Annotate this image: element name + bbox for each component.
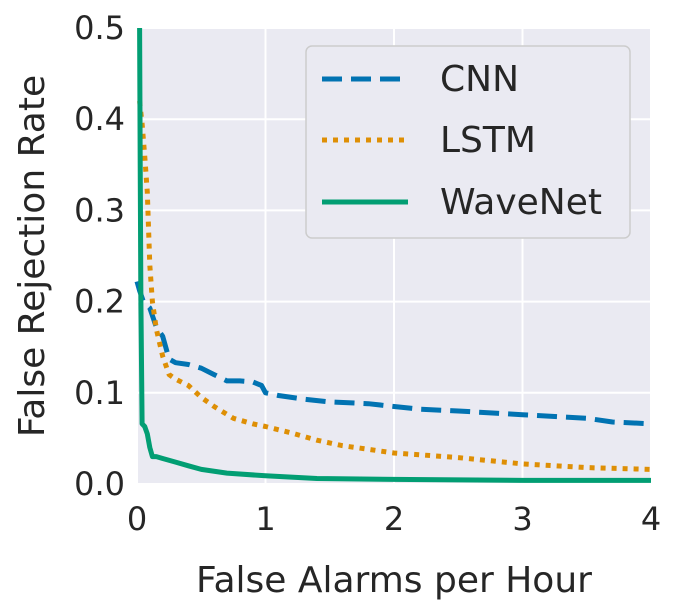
x-tick-label: 4: [641, 500, 661, 538]
legend-label-wavenet: WaveNet: [440, 182, 602, 223]
legend: CNN LSTM WaveNet: [305, 45, 631, 239]
y-tick-labels: 0.0 0.1 0.2 0.3 0.4 0.5: [74, 9, 125, 503]
x-tick-label: 0: [127, 500, 147, 538]
y-tick-label: 0.3: [74, 191, 125, 229]
y-axis-label: False Rejection Rate: [12, 75, 53, 437]
series-line-lstm: [137, 100, 652, 472]
y-tick-label: 0.5: [74, 9, 125, 47]
series-lines: [134, 27, 652, 483]
x-axis-label: False Alarms per Hour: [196, 560, 592, 601]
legend-box: [305, 45, 631, 239]
x-tick-label: 1: [255, 500, 275, 538]
y-tick-label: 0.4: [74, 100, 125, 138]
legend-label-lstm: LSTM: [440, 120, 536, 161]
y-tick-label: 0.1: [74, 374, 125, 412]
y-tick-label: 0.2: [74, 283, 125, 321]
y-tick-label: 0.0: [74, 465, 125, 503]
x-tick-label: 2: [384, 500, 404, 538]
x-tick-label: 3: [512, 500, 532, 538]
legend-label-cnn: CNN: [440, 59, 519, 100]
x-tick-labels: 0 1 2 3 4: [127, 500, 661, 538]
series-line-wavenet: [137, 27, 651, 483]
